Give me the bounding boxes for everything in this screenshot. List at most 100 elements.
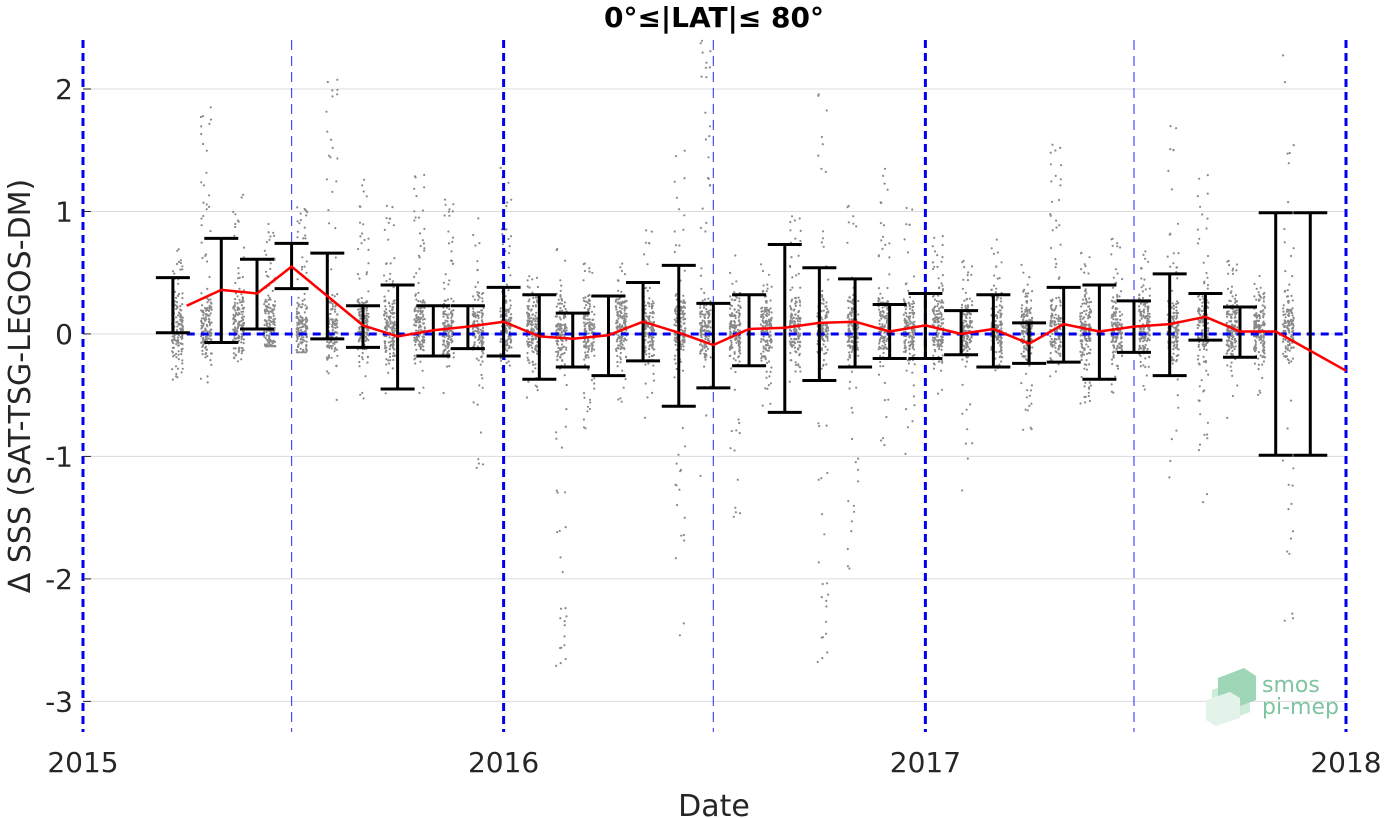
scatter-point bbox=[933, 265, 936, 268]
scatter-point bbox=[1031, 346, 1034, 349]
scatter-point bbox=[204, 316, 207, 319]
scatter-point bbox=[674, 362, 677, 365]
scatter-point bbox=[557, 302, 560, 305]
scatter-point bbox=[999, 314, 1003, 317]
scatter-point bbox=[565, 346, 568, 349]
scatter-point bbox=[450, 337, 453, 340]
scatter-point bbox=[1059, 304, 1062, 307]
scatter-point bbox=[1001, 356, 1004, 359]
scatter-point bbox=[729, 325, 733, 328]
scatter-point bbox=[1059, 146, 1062, 149]
scatter-point bbox=[505, 283, 508, 286]
scatter-point bbox=[238, 335, 241, 338]
scatter-point bbox=[413, 210, 416, 213]
scatter-point bbox=[766, 387, 769, 390]
scatter-point bbox=[419, 310, 422, 313]
scatter-point bbox=[682, 341, 685, 344]
scatter-point bbox=[904, 283, 907, 286]
scatter-point bbox=[1087, 335, 1090, 338]
scatter-point bbox=[326, 345, 329, 349]
scatter-point bbox=[479, 431, 482, 434]
scatter-point bbox=[588, 321, 592, 324]
scatter-point bbox=[964, 315, 968, 319]
scatter-point bbox=[852, 215, 855, 218]
scatter-point bbox=[673, 318, 676, 321]
scatter-point bbox=[761, 330, 764, 333]
scatter-point bbox=[699, 274, 703, 277]
scatter-point bbox=[708, 135, 711, 138]
scatter-point bbox=[799, 320, 802, 323]
scatter-point bbox=[850, 301, 854, 304]
scatter-point bbox=[592, 318, 595, 321]
scatter-point bbox=[526, 319, 529, 322]
scatter-point bbox=[528, 361, 531, 364]
scatter-point bbox=[392, 339, 395, 342]
scatter-point bbox=[683, 301, 686, 304]
scatter-point bbox=[413, 339, 416, 342]
scatter-point bbox=[937, 309, 941, 312]
scatter-point bbox=[586, 340, 589, 344]
scatter-point bbox=[997, 341, 1000, 344]
scatter-point bbox=[936, 305, 939, 308]
scatter-point bbox=[563, 326, 567, 329]
scatter-point bbox=[305, 349, 308, 352]
scatter-point bbox=[879, 315, 883, 318]
scatter-point bbox=[177, 353, 180, 356]
scatter-point bbox=[644, 287, 647, 290]
scatter-point bbox=[822, 299, 825, 302]
scatter-point bbox=[614, 305, 618, 308]
scatter-point bbox=[908, 347, 911, 350]
scatter-point bbox=[325, 356, 328, 359]
scatter-point bbox=[559, 279, 562, 282]
scatter-point bbox=[1050, 316, 1053, 319]
scatter-point bbox=[564, 607, 567, 610]
scatter-point bbox=[888, 242, 891, 245]
scatter-point bbox=[1028, 310, 1031, 313]
scatter-point bbox=[472, 295, 475, 298]
scatter-point bbox=[563, 323, 566, 326]
scatter-point bbox=[820, 241, 824, 244]
scatter-point bbox=[303, 265, 306, 268]
scatter-point bbox=[816, 660, 819, 664]
scatter-point bbox=[448, 214, 451, 217]
scatter-point bbox=[200, 335, 203, 338]
scatter-point bbox=[821, 513, 824, 516]
scatter-point bbox=[700, 321, 703, 325]
scatter-point bbox=[527, 307, 530, 310]
scatter-point bbox=[705, 329, 708, 333]
scatter-point bbox=[391, 346, 394, 349]
scatter-point bbox=[475, 466, 478, 469]
scatter-point bbox=[851, 335, 855, 338]
scatter-point bbox=[794, 237, 797, 240]
scatter-point bbox=[417, 281, 420, 285]
scatter-point bbox=[362, 397, 365, 400]
scatter-point bbox=[1022, 350, 1025, 353]
scatter-point bbox=[618, 302, 621, 305]
scatter-point bbox=[233, 301, 237, 304]
scatter-point bbox=[236, 326, 239, 329]
scatter-point bbox=[994, 323, 997, 326]
scatter-point bbox=[620, 341, 623, 344]
scatter-point bbox=[738, 421, 741, 425]
scatter-point bbox=[555, 350, 558, 353]
scatter-point bbox=[888, 256, 891, 259]
scatter-point bbox=[233, 305, 236, 308]
scatter-point bbox=[241, 323, 244, 326]
scatter-point bbox=[385, 319, 388, 322]
scatter-point bbox=[365, 273, 368, 276]
scatter-point bbox=[585, 342, 588, 345]
scatter-point bbox=[446, 315, 449, 319]
scatter-point bbox=[273, 300, 277, 303]
scatter-point bbox=[912, 336, 916, 339]
scatter-point bbox=[330, 308, 333, 311]
scatter-point bbox=[446, 346, 449, 349]
scatter-point bbox=[563, 491, 567, 494]
scatter-point bbox=[797, 331, 800, 335]
scatter-point bbox=[881, 235, 885, 238]
scatter-point bbox=[555, 305, 558, 308]
scatter-point bbox=[905, 312, 908, 315]
scatter-point bbox=[387, 289, 390, 292]
scatter-point bbox=[584, 354, 588, 357]
scatter-point bbox=[907, 301, 910, 304]
